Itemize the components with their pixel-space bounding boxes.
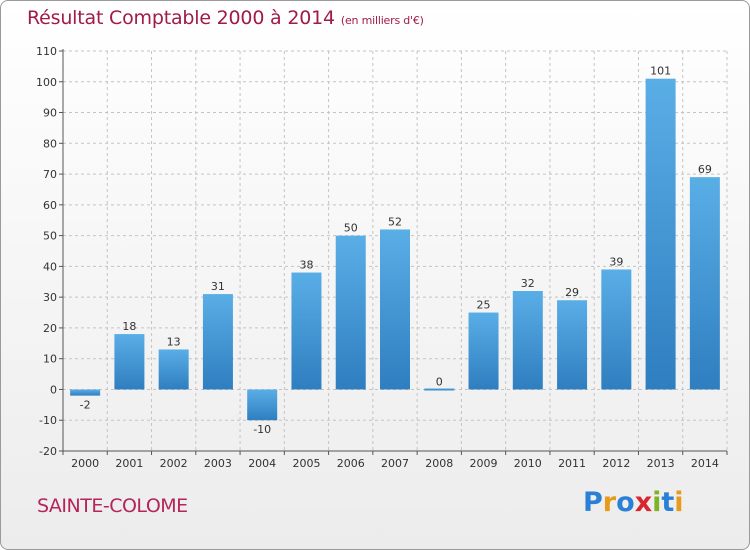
bar-2003 [202,294,233,390]
bar-2012 [601,269,632,390]
x-tick-label: 2013 [647,457,675,470]
value-label: 50 [344,222,358,235]
x-tick-label: 2007 [381,457,409,470]
y-tick-label: 70 [43,168,57,181]
chart-title: Résultat Comptable 2000 à 2014 (en millie… [27,7,424,29]
bar-2011 [557,300,588,390]
value-label: -10 [253,423,271,436]
x-tick-label: 2000 [71,457,99,470]
proxiti-logo: Proxiti [583,487,684,518]
y-tick-label: 20 [43,322,57,335]
bar-2010 [512,291,543,390]
y-tick-label: 40 [43,260,57,273]
x-tick-label: 2012 [602,457,630,470]
y-tick-label: -10 [39,414,57,427]
brand-letter: i [674,487,684,518]
y-tick-label: 0 [50,383,57,396]
y-tick-label: 100 [36,76,57,89]
x-tick-label: 2002 [160,457,188,470]
y-tick-label: 90 [43,107,57,120]
x-tick-label: 2011 [558,457,586,470]
bar-2006 [335,235,366,390]
x-tick-label: 2006 [337,457,365,470]
bar-2005 [291,272,322,390]
brand-letter: i [652,487,662,518]
value-label: 25 [477,299,491,312]
y-tick-label: -20 [39,445,57,458]
brand-letter: t [661,487,675,518]
x-tick-label: 2001 [115,457,143,470]
x-tick-label: 2005 [292,457,320,470]
value-label: 69 [698,163,712,176]
grid-lines [63,50,728,452]
bar-2009 [468,312,499,390]
brand-letter: x [634,487,653,518]
chart-subtitle: (en milliers d'€) [340,14,424,27]
bar-2001 [114,334,145,390]
value-label: 52 [388,215,402,228]
bar-2014 [689,177,720,390]
y-tick-label: 60 [43,199,57,212]
commune-name: SAINTE-COLOME [37,495,188,517]
value-label: 18 [122,320,136,333]
x-tick-label: 2003 [204,457,232,470]
value-label: 39 [609,255,623,268]
brand-letter: r [602,487,617,518]
chart-title-text: Résultat Comptable 2000 à 2014 [27,7,335,29]
value-label: 32 [521,277,535,290]
x-tick-label: 2004 [248,457,276,470]
brand-letter: o [616,487,635,518]
y-tick-label: 80 [43,137,57,150]
value-label: 38 [299,259,313,272]
bar-2002 [158,349,189,390]
value-label: 101 [650,65,671,78]
y-tick-label: 110 [36,45,57,58]
x-tick-label: 2008 [425,457,453,470]
value-label: -2 [80,399,91,412]
bar-2000 [70,389,101,396]
value-labels: -2 18 13 31 -10 38 50 52 0 25 32 29 39 101 69 [80,65,712,437]
y-tick-label: 30 [43,291,57,304]
x-tick-label: 2010 [514,457,542,470]
y-tick-label: 10 [43,353,57,366]
x-tick-label: 2014 [691,457,719,470]
bar-2007 [380,229,410,390]
bar-2008 [424,388,455,391]
bar-2013 [645,78,676,390]
y-tick-label: 50 [43,230,57,243]
value-label: 13 [167,335,181,348]
value-label: 31 [211,280,225,293]
value-label: 29 [565,286,579,299]
brand-letter: P [583,487,603,518]
x-tick-label: 2009 [470,457,498,470]
value-label: 0 [436,375,443,388]
bars [70,78,720,421]
bar-2004 [247,389,278,421]
